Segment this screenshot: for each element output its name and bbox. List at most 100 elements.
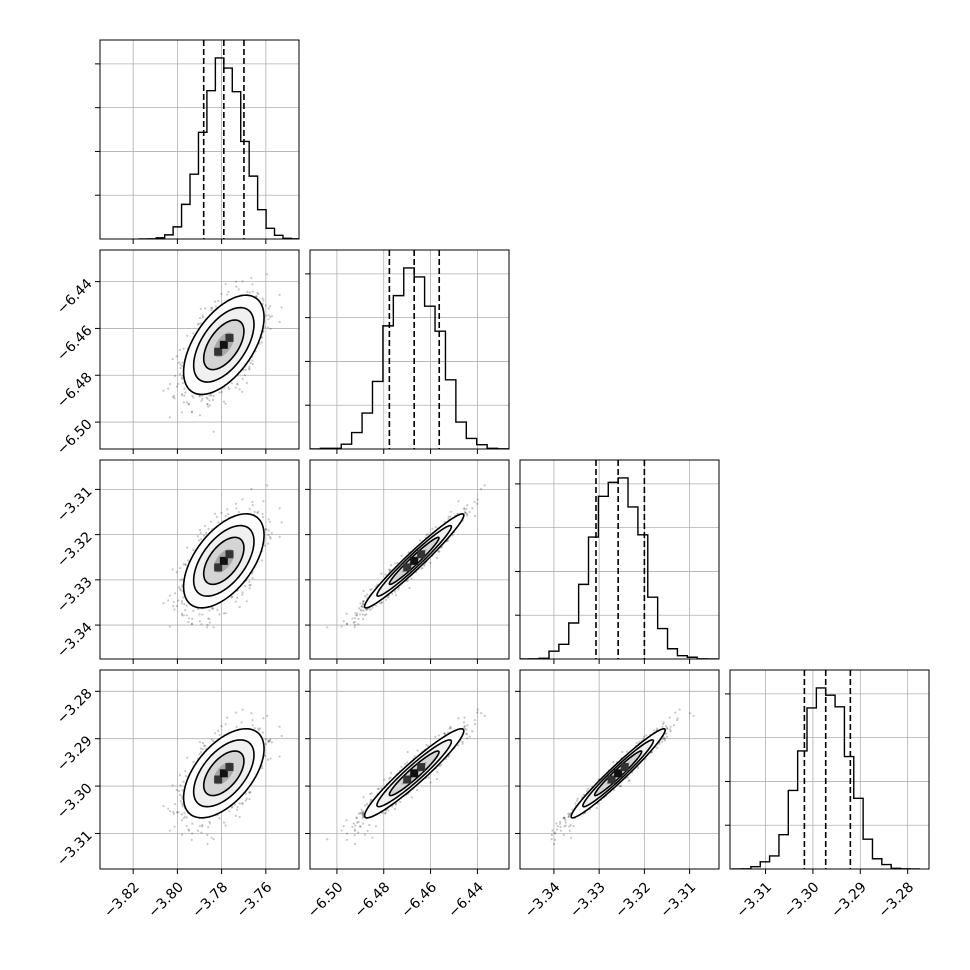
scatter-point xyxy=(210,394,213,397)
scatter-point xyxy=(249,362,252,365)
scatter-point xyxy=(249,584,252,587)
scatter-point xyxy=(345,832,349,835)
scatter-point xyxy=(213,732,217,735)
scatter-point xyxy=(217,521,220,524)
scatter-point xyxy=(326,838,329,841)
scatter-point xyxy=(182,816,186,820)
scatter-point xyxy=(190,411,193,414)
scatter-point xyxy=(249,790,252,794)
scatter-point xyxy=(410,577,413,580)
scatter-point xyxy=(250,488,253,491)
scatter-point xyxy=(177,382,180,385)
panel-content xyxy=(100,670,299,869)
scatter-point xyxy=(205,396,208,399)
scatter-point xyxy=(248,580,251,583)
scatter-point xyxy=(251,359,254,362)
scatter-point xyxy=(258,342,261,345)
scatter-point xyxy=(361,617,365,621)
scatter-point xyxy=(361,602,365,606)
scatter-point xyxy=(371,606,374,609)
panel-frame xyxy=(99,459,300,660)
scatter-point xyxy=(191,622,194,625)
scatter-point xyxy=(448,727,451,730)
density-core-cell xyxy=(225,550,234,559)
scatter-point xyxy=(182,780,185,783)
scatter-point xyxy=(177,789,181,792)
scatter-point xyxy=(171,358,174,361)
scatter-point xyxy=(191,410,194,414)
scatter-point xyxy=(208,399,211,402)
scatter-point xyxy=(206,403,209,406)
scatter-point xyxy=(435,557,438,560)
scatter-point xyxy=(255,295,258,298)
scatter-point xyxy=(393,808,396,811)
scatter-point xyxy=(257,510,260,513)
scatter-point xyxy=(342,620,345,623)
scatter-point xyxy=(427,744,430,748)
scatter-point xyxy=(354,612,357,615)
scatter-point xyxy=(222,400,226,403)
scatter-point xyxy=(443,732,446,735)
scatter-point xyxy=(396,561,399,565)
density-core-cell xyxy=(225,763,234,772)
scatter-point xyxy=(201,741,205,745)
scatter-point xyxy=(362,600,365,603)
scatter-point xyxy=(267,542,270,545)
scatter-point xyxy=(171,784,174,787)
histogram-panel-2 xyxy=(515,459,720,664)
scatter-point xyxy=(480,488,483,491)
scatter-panel-3-0: −3.82 −3.80 −3.78 −3.76−3.31−3.30−3.29−3.28 xyxy=(54,669,300,921)
scatter-point xyxy=(220,511,223,515)
scatter-point xyxy=(172,396,175,399)
scatter-point xyxy=(380,787,383,790)
scatter-point xyxy=(187,620,190,624)
scatter-point xyxy=(241,708,244,711)
scatter-panel-2-0: −3.34−3.33−3.32−3.31 xyxy=(54,459,300,664)
scatter-point xyxy=(212,739,215,743)
scatter-point xyxy=(361,613,364,616)
scatter-point xyxy=(268,315,272,319)
scatter-point xyxy=(406,761,409,764)
scatter-point xyxy=(224,282,227,286)
scatter-point xyxy=(280,521,283,524)
scatter-point xyxy=(369,792,372,796)
scatter-point xyxy=(216,608,219,611)
scatter-point xyxy=(210,738,214,741)
scatter-point xyxy=(220,725,223,728)
scatter-point xyxy=(187,829,191,832)
scatter-point xyxy=(168,382,172,386)
scatter-point xyxy=(215,515,218,518)
scatter-point xyxy=(261,302,264,305)
scatter-point xyxy=(235,285,238,288)
scatter-point xyxy=(168,594,172,597)
scatter-point xyxy=(199,750,203,754)
scatter-point xyxy=(264,742,268,746)
scatter-point xyxy=(267,739,270,743)
scatter-point xyxy=(380,572,383,575)
scatter-point xyxy=(261,731,264,734)
scatter-point xyxy=(217,299,220,302)
scatter-point xyxy=(198,528,202,532)
scatter-point xyxy=(206,626,209,629)
scatter-point xyxy=(256,291,259,295)
scatter-point xyxy=(266,273,269,276)
scatter-point xyxy=(180,833,184,836)
scatter-point xyxy=(270,741,273,744)
scatter-point xyxy=(468,510,471,514)
panel-frame xyxy=(519,459,720,660)
scatter-point xyxy=(208,617,211,621)
scatter-point xyxy=(362,812,365,815)
scatter-point xyxy=(199,307,202,311)
scatter-point xyxy=(257,293,260,296)
scatter-point xyxy=(173,374,177,378)
scatter-point xyxy=(220,292,223,296)
scatter-point xyxy=(187,402,191,406)
scatter-point xyxy=(205,531,208,534)
scatter-point xyxy=(184,770,187,773)
scatter-point xyxy=(264,314,268,317)
scatter-point xyxy=(180,819,184,822)
scatter-point xyxy=(186,334,189,337)
scatter-point xyxy=(431,527,434,530)
scatter-point xyxy=(184,609,187,612)
scatter-point xyxy=(180,813,183,816)
